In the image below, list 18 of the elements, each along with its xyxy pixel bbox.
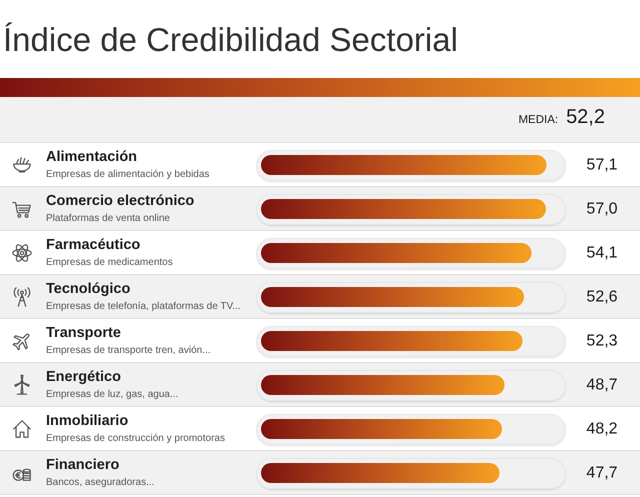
- y-tick-label: Energético Empresas de luz, gas, agua...: [46, 369, 178, 400]
- data-label: 48,7: [586, 376, 618, 394]
- y-tick-label: Tecnológico Empresas de telefonía, plataformas de TV...: [46, 281, 241, 312]
- data-label: 47,7: [586, 464, 618, 482]
- y-tick-label: Inmobiliario Empresas de construcción y promotoras: [46, 413, 225, 444]
- data-label: 52,6: [586, 288, 618, 306]
- y-tick-label: Transporte Empresas de transporte tren, avión...: [46, 325, 211, 356]
- y-tick-label: Financiero Bancos, aseguradoras...: [46, 457, 154, 488]
- data-label: 57,0: [586, 200, 618, 218]
- chart-title: Índice de Credibilidad Sectorial: [3, 21, 458, 59]
- data-label: 48,2: [586, 420, 618, 438]
- y-tick-label: Comercio electrónico Plataformas de venta online: [46, 193, 194, 224]
- data-label: 54,1: [586, 244, 618, 262]
- text: MEDIA: 52,2: [518, 106, 605, 129]
- y-tick-label: Alimentación Empresas de alimentación y bebidas: [46, 149, 210, 180]
- y-tick-label: Farmacéutico Empresas de medicamentos: [46, 237, 173, 268]
- data-label: 52,3: [586, 332, 618, 350]
- data-label: 57,1: [586, 156, 618, 174]
